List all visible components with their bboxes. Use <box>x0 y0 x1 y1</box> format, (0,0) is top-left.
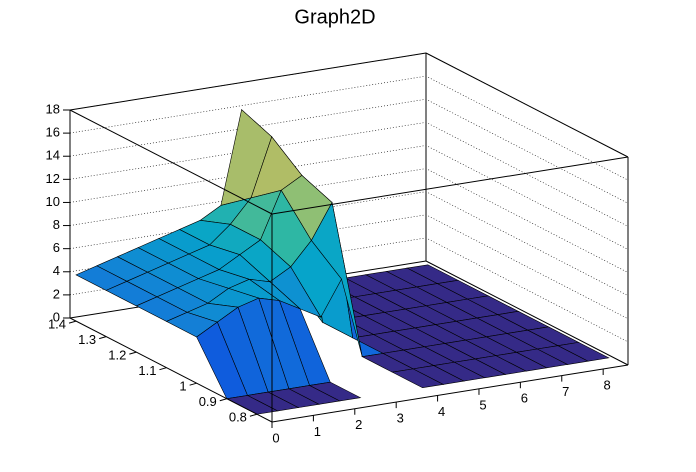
grid-line <box>69 145 629 250</box>
z-tick-label: 6 <box>53 240 60 255</box>
z-tick-label: 2 <box>53 286 60 301</box>
box-edge <box>69 52 427 111</box>
grid-line <box>69 52 629 158</box>
z-tick-label: 18 <box>46 101 60 116</box>
grid-line <box>69 75 629 181</box>
x-tick-label: 6 <box>521 391 528 406</box>
y-tick-label: 1.1 <box>138 363 156 378</box>
y-tick <box>129 351 137 355</box>
z-tick-label: 14 <box>46 148 60 163</box>
x-tick-label: 4 <box>438 404 445 419</box>
x-tick-label: 3 <box>397 411 404 426</box>
box-edge <box>69 109 273 215</box>
x-tick-label: 2 <box>355 417 362 432</box>
y-tick-label: 1.3 <box>78 332 96 347</box>
x-tick-label: 7 <box>562 384 569 399</box>
y-tick-label: 1 <box>179 379 186 394</box>
grid-line <box>69 122 629 227</box>
chart-title: Graph2D <box>294 6 375 28</box>
z-tick-label: 8 <box>53 217 60 232</box>
z-tick-label: 10 <box>46 194 60 209</box>
z-tick-label: 12 <box>46 171 60 186</box>
z-tick-label: 4 <box>53 263 60 278</box>
grid-line <box>69 98 629 204</box>
box-edge <box>271 156 629 215</box>
y-tick <box>189 382 197 386</box>
y-tick-label: 0.8 <box>229 410 247 425</box>
x-tick-label: 5 <box>479 397 486 412</box>
y-tick-label: 0.9 <box>199 394 217 409</box>
y-tick-label: 1.4 <box>48 317 66 332</box>
y-tick <box>249 413 258 417</box>
y-tick <box>99 336 107 340</box>
z-tick-label: 0 <box>53 309 60 324</box>
surface-cell <box>391 368 445 389</box>
y-tick <box>68 320 77 324</box>
y-tick <box>219 398 227 402</box>
x-tick-label: 0 <box>272 430 279 445</box>
box-edge <box>425 260 629 366</box>
y-axis <box>69 317 273 423</box>
z-tick-label: 16 <box>46 125 60 140</box>
y-tick <box>159 367 167 371</box>
y-tick-label: 1.2 <box>108 348 126 363</box>
x-axis <box>271 364 629 423</box>
x-tick-label: 8 <box>604 377 611 392</box>
x-tick-label: 1 <box>314 424 321 439</box>
box-edge <box>425 52 629 158</box>
